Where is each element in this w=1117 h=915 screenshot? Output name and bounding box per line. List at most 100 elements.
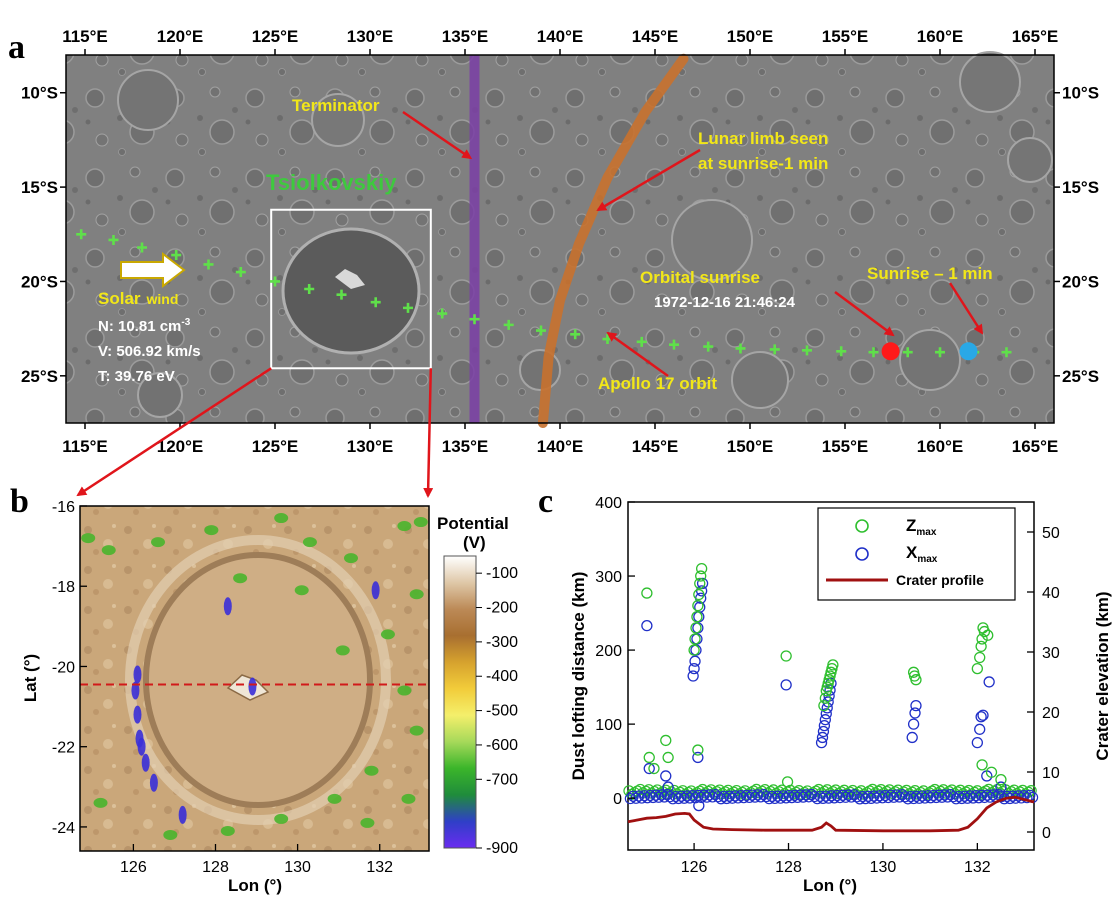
xmax-point <box>743 791 755 804</box>
x-tick-label-top: 145°E <box>632 27 679 46</box>
legend: Zmax Xmax Crater profile <box>817 507 1016 601</box>
colorbar-tick-label: -400 <box>486 668 518 685</box>
xmax-point <box>735 790 747 802</box>
xmax-point <box>740 789 753 801</box>
zmax-point <box>648 762 660 775</box>
xmax-point <box>789 789 801 801</box>
xmax-point <box>975 711 987 723</box>
potential-patch-green <box>327 793 342 804</box>
xmax-point <box>834 792 846 804</box>
xmax-point <box>661 789 673 801</box>
xmax-point <box>721 792 733 805</box>
annotation-arrow <box>834 290 895 337</box>
annotation-arrow <box>948 282 984 335</box>
y-tick-label-c: 400 <box>595 495 622 512</box>
xmax-point <box>692 751 704 764</box>
limb-label-line2: at sunrise-1 min <box>698 154 828 173</box>
x-tick-label-b: 130 <box>284 859 311 876</box>
xmax-point <box>627 790 639 802</box>
legend-zmax-name: Z <box>906 516 916 535</box>
xmax-point <box>820 790 832 802</box>
zmax-point <box>695 562 708 575</box>
terminator-label: Terminator <box>292 96 380 115</box>
xmax-point <box>893 791 906 803</box>
orbit-point <box>735 343 746 354</box>
y-tick-label-c: 100 <box>595 717 622 734</box>
xmax-point <box>817 792 829 804</box>
orbit-point <box>437 308 448 319</box>
y2-tick-label-c: 30 <box>1042 645 1060 662</box>
y-tick-label-c: 200 <box>595 643 622 660</box>
colorbar-title-line1: Potential <box>437 514 509 533</box>
legend-zmax-label: Zmax <box>906 516 937 538</box>
potential-patch-green <box>294 585 309 596</box>
xmax-point <box>704 789 716 801</box>
solar-wind-density: N: 10.81 cm-3 <box>98 317 191 335</box>
x-tick-label-top: 165°E <box>1012 27 1059 46</box>
connector-right-arrow <box>423 368 434 498</box>
tsiolkovskiy-label: Tsiolkovskiy <box>266 170 397 195</box>
xmax-point <box>786 792 798 804</box>
xmax-point <box>797 791 809 803</box>
zmax-point <box>985 766 998 778</box>
panel-b: b 126 128 130 132 -16 -18 -20 -22 -24 Potential … <box>10 483 518 876</box>
solar-wind-temperature: T: 39.76 eV <box>98 368 175 385</box>
zmax-point <box>662 751 674 764</box>
x-tick-label-top: 150°E <box>727 27 774 46</box>
orbit-point <box>235 267 246 278</box>
orbit-point <box>370 297 381 308</box>
x-axis-label-b: Lon (°) <box>228 876 282 895</box>
colorbar-gradient <box>443 555 477 849</box>
xmax-point <box>977 709 989 721</box>
zmax-point <box>641 587 653 599</box>
y-tick-label-b: -16 <box>52 499 75 516</box>
orbit-point <box>669 339 679 350</box>
xmax-point <box>817 725 830 738</box>
y-tick-label-right: 20°S <box>1062 272 1099 291</box>
xmax-point <box>695 585 708 597</box>
potential-patch-green <box>163 829 178 840</box>
xmax-point <box>687 790 699 802</box>
solar-wind-arrow-icon <box>120 251 186 289</box>
xmax-point <box>859 793 872 805</box>
xmax-point <box>772 790 784 802</box>
y2-tick-label-c: 40 <box>1042 585 1060 602</box>
xmax-point <box>696 577 709 590</box>
potential-patch-blue <box>149 773 158 792</box>
xmax-point <box>981 789 993 801</box>
orbit-point <box>503 319 514 330</box>
xmax-point <box>808 790 821 803</box>
legend-box <box>817 507 1016 601</box>
xmax-point <box>780 679 792 691</box>
orbital-sunrise-label: Orbital sunrise <box>640 268 760 287</box>
potential-patch-green <box>413 517 428 528</box>
xmax-point <box>672 792 685 805</box>
limb-label-line1: Lunar limb seen <box>698 129 828 148</box>
potential-patch-green <box>101 545 116 556</box>
x-tick-label-bottom: 130°E <box>347 437 394 456</box>
density-value: N: 10.81 cm <box>98 318 181 335</box>
xmax-point <box>862 790 874 802</box>
xmax-point <box>851 791 863 803</box>
xmax-point <box>818 719 831 732</box>
xmax-point <box>842 789 855 801</box>
xmax-point <box>624 792 636 805</box>
x-tick-label-bottom: 160°E <box>917 437 964 456</box>
xmax-point <box>831 789 843 802</box>
y-tick-label-right: 25°S <box>1062 367 1099 386</box>
y2-tick-label-c: 10 <box>1042 765 1060 782</box>
xmax-point <box>760 791 772 803</box>
orbit-point <box>802 345 812 356</box>
xmax-point <box>660 770 672 782</box>
x-tick-label-bottom: 120°E <box>157 437 204 456</box>
xmax-point <box>971 736 983 749</box>
potential-patch-green <box>335 645 350 656</box>
y-axis-label-c: Dust lofting distance (km) <box>569 572 588 781</box>
xmax-point <box>910 790 923 802</box>
xmax-point <box>987 789 999 801</box>
xmax-point <box>978 791 991 804</box>
legend-xmax-marker <box>855 547 869 561</box>
orbital-sunrise-point <box>881 342 900 361</box>
potential-patch-blue <box>137 737 146 756</box>
zmax-point <box>689 633 701 645</box>
